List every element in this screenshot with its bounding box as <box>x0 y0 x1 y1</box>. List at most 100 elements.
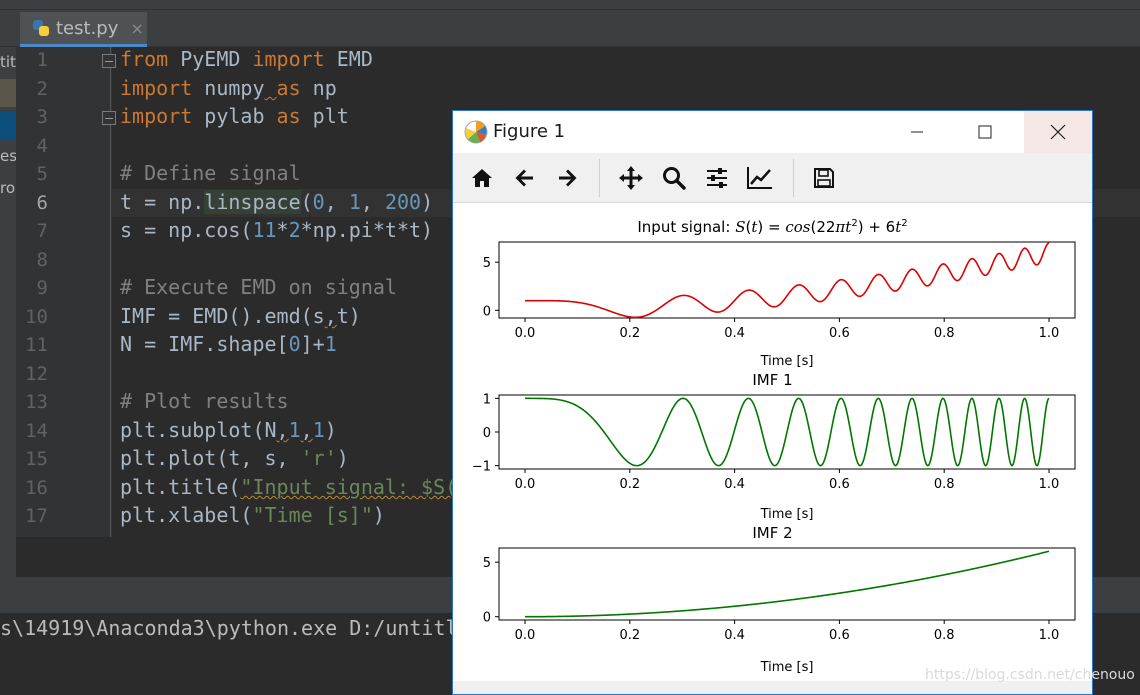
project-panel-fragment: es <box>0 147 16 165</box>
figure-canvas[interactable]: 0.0 0.2 0.4 0.6 0.8 1.0 0 5 0.0 0.2 0.4 0.6 0.8 1.0 1 0… <box>453 204 1092 681</box>
y-tick-label: 0 <box>483 426 491 441</box>
x-tick-label: 0.4 <box>724 628 745 643</box>
ide-top-bar <box>0 0 1140 10</box>
code-line-3: import pylab as plt <box>120 104 349 128</box>
minimize-button[interactable] <box>883 111 951 153</box>
line-number-gutter <box>16 47 112 537</box>
axes-frame <box>498 241 1076 319</box>
line-number: 5 <box>36 163 48 185</box>
y-tick-label: 5 <box>483 256 491 271</box>
gutter-divider <box>110 47 111 537</box>
maximize-button[interactable] <box>951 111 1019 153</box>
toolbar-separator <box>599 159 600 197</box>
line-number: 6 <box>36 191 48 214</box>
zoom-button[interactable] <box>659 163 689 193</box>
code-line-9: # Execute EMD on signal <box>120 275 397 299</box>
save-icon <box>814 168 834 188</box>
matplotlib-logo-icon <box>464 120 488 144</box>
x-tick-label: 0.8 <box>934 628 955 643</box>
project-panel-fragment: titl <box>0 53 16 71</box>
project-panel-edge: titl es ror <box>0 47 16 577</box>
y-tick-label: 0 <box>483 611 491 626</box>
x-tick-label: 0.6 <box>829 326 850 341</box>
close-icon <box>1050 124 1066 140</box>
line-number: 17 <box>25 505 48 527</box>
line-number: 16 <box>25 476 48 499</box>
line-number: 15 <box>25 448 48 470</box>
x-tick-label: 1.0 <box>1039 477 1060 492</box>
project-panel-highlight <box>0 111 16 139</box>
x-tick-label: 0.0 <box>515 477 536 492</box>
series-line <box>525 242 1050 319</box>
y-tick-label: 0 <box>483 304 491 319</box>
line-number: 2 <box>36 77 48 100</box>
x-tick-label: 0.6 <box>829 477 850 492</box>
x-tick-label: 1.0 <box>1039 326 1060 341</box>
home-button[interactable] <box>467 163 497 193</box>
emd-plots: 0.0 0.2 0.4 0.6 0.8 1.0 0 5 0.0 0.2 0.4 0.6 0.8 1.0 1 0… <box>472 241 1076 643</box>
line-number: 7 <box>36 220 48 242</box>
save-figure-button[interactable] <box>809 163 839 193</box>
series-line <box>525 397 1050 467</box>
code-line-5: # Define signal <box>120 161 301 185</box>
code-line-11: N = IMF.shape[0]+1 <box>120 332 337 356</box>
code-line-14: plt.subplot(N,1,1) <box>120 418 337 442</box>
line-number: 11 <box>25 334 48 356</box>
back-arrow-icon <box>515 169 533 187</box>
plot-title-imf-2: IMF 2 <box>752 524 793 542</box>
edit-axes-icon <box>747 167 772 189</box>
project-panel-fragment: ror <box>0 179 16 197</box>
x-tick-label: 0.8 <box>934 326 955 341</box>
forward-button[interactable] <box>552 163 582 193</box>
configure-subplots-button[interactable] <box>702 163 732 193</box>
figure-window[interactable]: Figure 1 <box>452 110 1093 695</box>
figure-title: Figure 1 <box>493 121 566 142</box>
line-number: 4 <box>36 134 48 157</box>
x-tick-label: 0.0 <box>515 628 536 643</box>
fold-marker-icon[interactable] <box>102 54 116 68</box>
line-number: 8 <box>36 248 48 271</box>
x-tick-label: 1.0 <box>1039 628 1060 643</box>
pan-icon <box>619 166 643 190</box>
back-button[interactable] <box>510 163 540 193</box>
project-panel-selection <box>0 79 16 107</box>
x-tick-label: 0.6 <box>829 628 850 643</box>
code-line-6: t = np.linspace(0, 1, 200) <box>120 190 434 214</box>
toolbar-separator <box>793 159 794 197</box>
y-tick-label: 5 <box>483 556 491 571</box>
editor-tab-test-py[interactable]: test.py × <box>20 12 147 47</box>
code-line-15: plt.plot(t, s, 'r') <box>120 446 349 470</box>
figure-titlebar[interactable]: Figure 1 <box>453 111 1092 153</box>
plot-title-imf-1: IMF 1 <box>752 371 793 389</box>
line-number: 1 <box>36 49 48 71</box>
subplots-config-icon <box>707 168 727 188</box>
line-number: 14 <box>25 419 48 442</box>
y-tick-label: 1 <box>483 392 491 407</box>
figure-toolbar <box>453 153 1092 203</box>
python-file-icon <box>32 19 50 37</box>
fold-marker-icon[interactable] <box>102 111 116 125</box>
line-number: 3 <box>36 106 48 128</box>
line-number: 9 <box>36 277 48 299</box>
watermark: https://blog.csdn.net/chenouo <box>925 667 1135 683</box>
xlabel-input: Time [s] <box>760 354 814 369</box>
edit-axes-button[interactable] <box>745 163 775 193</box>
xlabel-imf-1: Time [s] <box>760 507 814 522</box>
line-number: 10 <box>25 305 48 328</box>
minimize-icon <box>911 131 923 133</box>
x-tick-label: 0.0 <box>515 326 536 341</box>
forward-arrow-icon <box>559 169 577 187</box>
close-tab-icon[interactable]: × <box>130 18 144 38</box>
x-tick-label: 0.8 <box>934 477 955 492</box>
x-tick-label: 0.2 <box>619 326 640 341</box>
code-line-1: from PyEMD import EMD <box>120 47 373 71</box>
pan-button[interactable] <box>616 163 646 193</box>
code-line-13: # Plot results <box>120 389 289 413</box>
figure-status-bar <box>453 681 1092 694</box>
x-tick-label: 0.4 <box>724 326 745 341</box>
line-number: 12 <box>25 362 48 385</box>
y-tick-label: −1 <box>472 460 491 475</box>
code-line-7: s = np.cos(11*2*np.pi*t*t) <box>120 218 434 242</box>
xlabel-imf-2: Time [s] <box>760 660 814 675</box>
close-window-button[interactable] <box>1024 111 1092 153</box>
